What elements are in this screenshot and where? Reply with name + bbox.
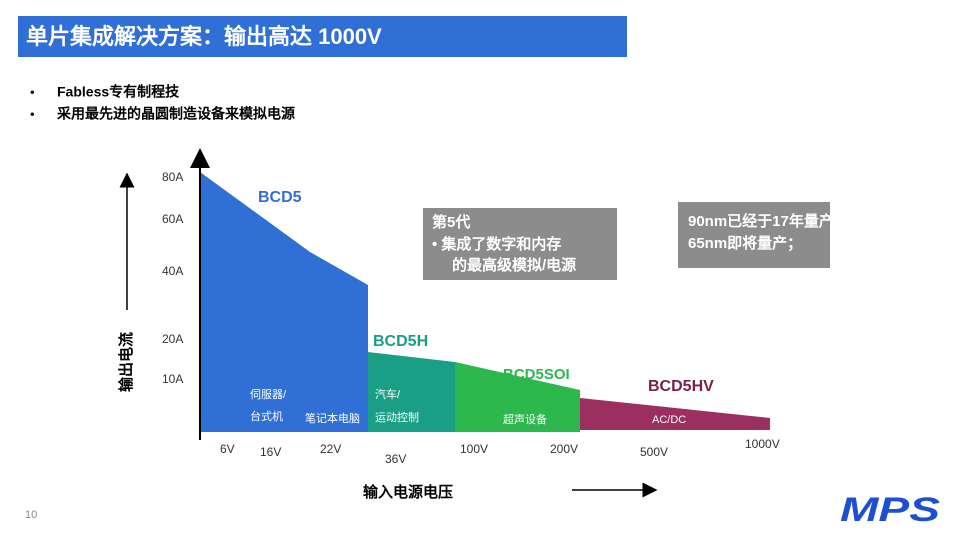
bullet-dot: • xyxy=(30,106,35,121)
application-label: 台式机 xyxy=(250,409,283,423)
bullet: 采用最先进的晶圆制造设备来模拟电源 xyxy=(56,106,295,122)
y-tick-label: 80A xyxy=(162,170,183,184)
x-tick-label: 1000V xyxy=(745,437,780,451)
region-bcd5soi xyxy=(455,362,580,432)
bullet-dot: • xyxy=(30,84,35,99)
callout-text: 第5代 xyxy=(432,213,470,231)
y-tick-label: 40A xyxy=(162,264,183,278)
application-label: 超声设备 xyxy=(503,412,547,426)
callout-text: 65nm即将量产； xyxy=(688,234,802,252)
application-label: 笔记本电脑 xyxy=(305,411,360,425)
region-bcd5h xyxy=(368,352,455,432)
application-label: 汽车/ xyxy=(375,387,401,401)
callout-text: 的最高级模拟/电源 xyxy=(452,256,576,274)
title-bar xyxy=(18,16,627,57)
x-tick-label: 100V xyxy=(460,442,488,456)
title: 单片集成解决方案：输出高达 1000V xyxy=(26,24,382,49)
application-label: AC/DC xyxy=(652,414,686,426)
y-tick-label: 60A xyxy=(162,212,183,226)
page-number: 10 xyxy=(25,509,37,521)
x-tick-label: 500V xyxy=(640,445,668,459)
application-label: 伺服器/ xyxy=(250,388,287,401)
bullet: Fabless专有制程技 xyxy=(57,84,180,100)
callout-box xyxy=(678,202,830,268)
x-tick-label: 200V xyxy=(550,442,578,456)
region-label: BCD5SOI xyxy=(503,366,570,383)
x-tick-label: 36V xyxy=(385,452,406,466)
region-label: BCD5H xyxy=(373,333,428,350)
x-tick-label: 22V xyxy=(320,442,341,456)
region-label: BCD5HV xyxy=(648,378,714,395)
region-bcd5 xyxy=(200,172,368,432)
x-tick-label: 6V xyxy=(220,442,235,456)
callout-box xyxy=(423,208,617,280)
callout-text: 90nm已经于17年量产； xyxy=(688,212,849,230)
application-label: 运动控制 xyxy=(375,410,419,424)
region-label: BCD5 xyxy=(258,189,302,206)
logo: MPS xyxy=(840,491,940,529)
x-axis-label: 输入电源电压 xyxy=(363,483,453,501)
y-axis-label: 输出电流 xyxy=(117,332,135,392)
y-tick-label: 10A xyxy=(162,372,183,386)
y-tick-label: 20A xyxy=(162,332,183,346)
region-bcd5hv xyxy=(580,398,770,430)
callout-text: • 集成了数字和内存 xyxy=(432,235,561,253)
x-tick-label: 16V xyxy=(260,445,281,459)
